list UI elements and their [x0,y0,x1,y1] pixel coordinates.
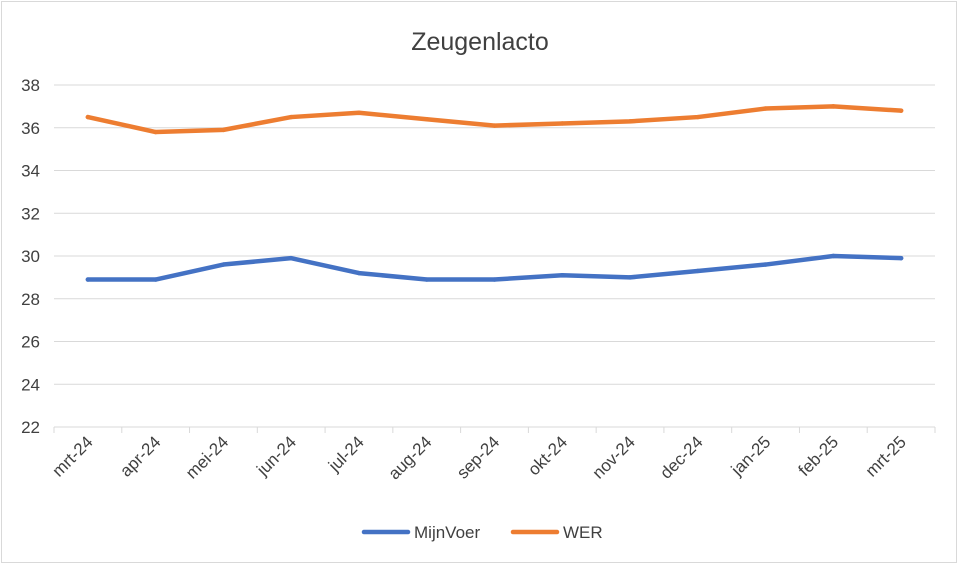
legend-label: WER [563,523,603,542]
data-point [831,253,836,259]
data-point [221,127,226,133]
data-point [898,108,904,113]
legend: MijnVoer WER [361,523,603,542]
data-point [492,277,497,282]
series-lines [85,104,904,282]
x-tick-label: aug-24 [385,432,436,483]
x-tick-label: jul-24 [324,432,368,476]
x-tick-label: sep-24 [453,432,503,482]
x-tick-label: mrt-25 [862,432,910,480]
x-tick-label: dec-24 [656,432,706,482]
data-point [560,121,565,126]
data-point [763,106,768,111]
x-tick-label: feb-25 [795,432,843,480]
x-tick-label: jan-25 [727,432,775,480]
data-point [492,123,497,128]
data-point [85,277,91,282]
data-point [288,114,294,120]
x-axis: mrt-24 apr-24 mei-24 jun-24 jul-24 aug-24 sep-… [49,427,936,483]
x-tick-label: mrt-24 [49,432,97,480]
data-point [424,117,429,122]
y-tick-label: 28 [21,290,40,309]
data-point [153,277,158,282]
y-tick-label: 22 [21,418,40,437]
data-point [221,262,226,267]
data-point [898,255,904,261]
legend-label: MijnVoer [414,523,480,542]
y-tick-label: 34 [21,162,40,181]
data-point [424,277,429,282]
y-tick-label: 24 [21,375,40,394]
data-point [356,110,362,115]
data-point [831,104,836,109]
y-tick-label: 30 [21,247,40,266]
x-tick-label: okt-24 [524,432,571,479]
data-point [85,114,91,120]
data-point [763,262,768,267]
x-tick-label: nov-24 [589,432,639,482]
series-line-mijnvoer [85,253,904,282]
data-point [288,255,294,261]
gridlines [54,84,935,428]
x-tick-label: jun-24 [252,432,300,480]
x-tick-label: apr-24 [116,432,164,480]
y-tick-label: 38 [21,76,40,95]
chart-title: Zeugenlacto [411,28,549,56]
data-point [560,273,565,278]
y-tick-label: 26 [21,333,40,352]
data-point [627,275,633,280]
data-point [695,268,701,274]
data-point [627,119,633,124]
y-tick-label: 36 [21,119,40,138]
y-tick-label: 32 [21,204,40,223]
data-point [695,114,701,120]
data-point [153,129,158,135]
y-axis: 22 24 26 28 30 32 34 36 38 [21,76,40,437]
data-point [356,270,362,276]
x-tick-label: mei-24 [182,432,232,482]
